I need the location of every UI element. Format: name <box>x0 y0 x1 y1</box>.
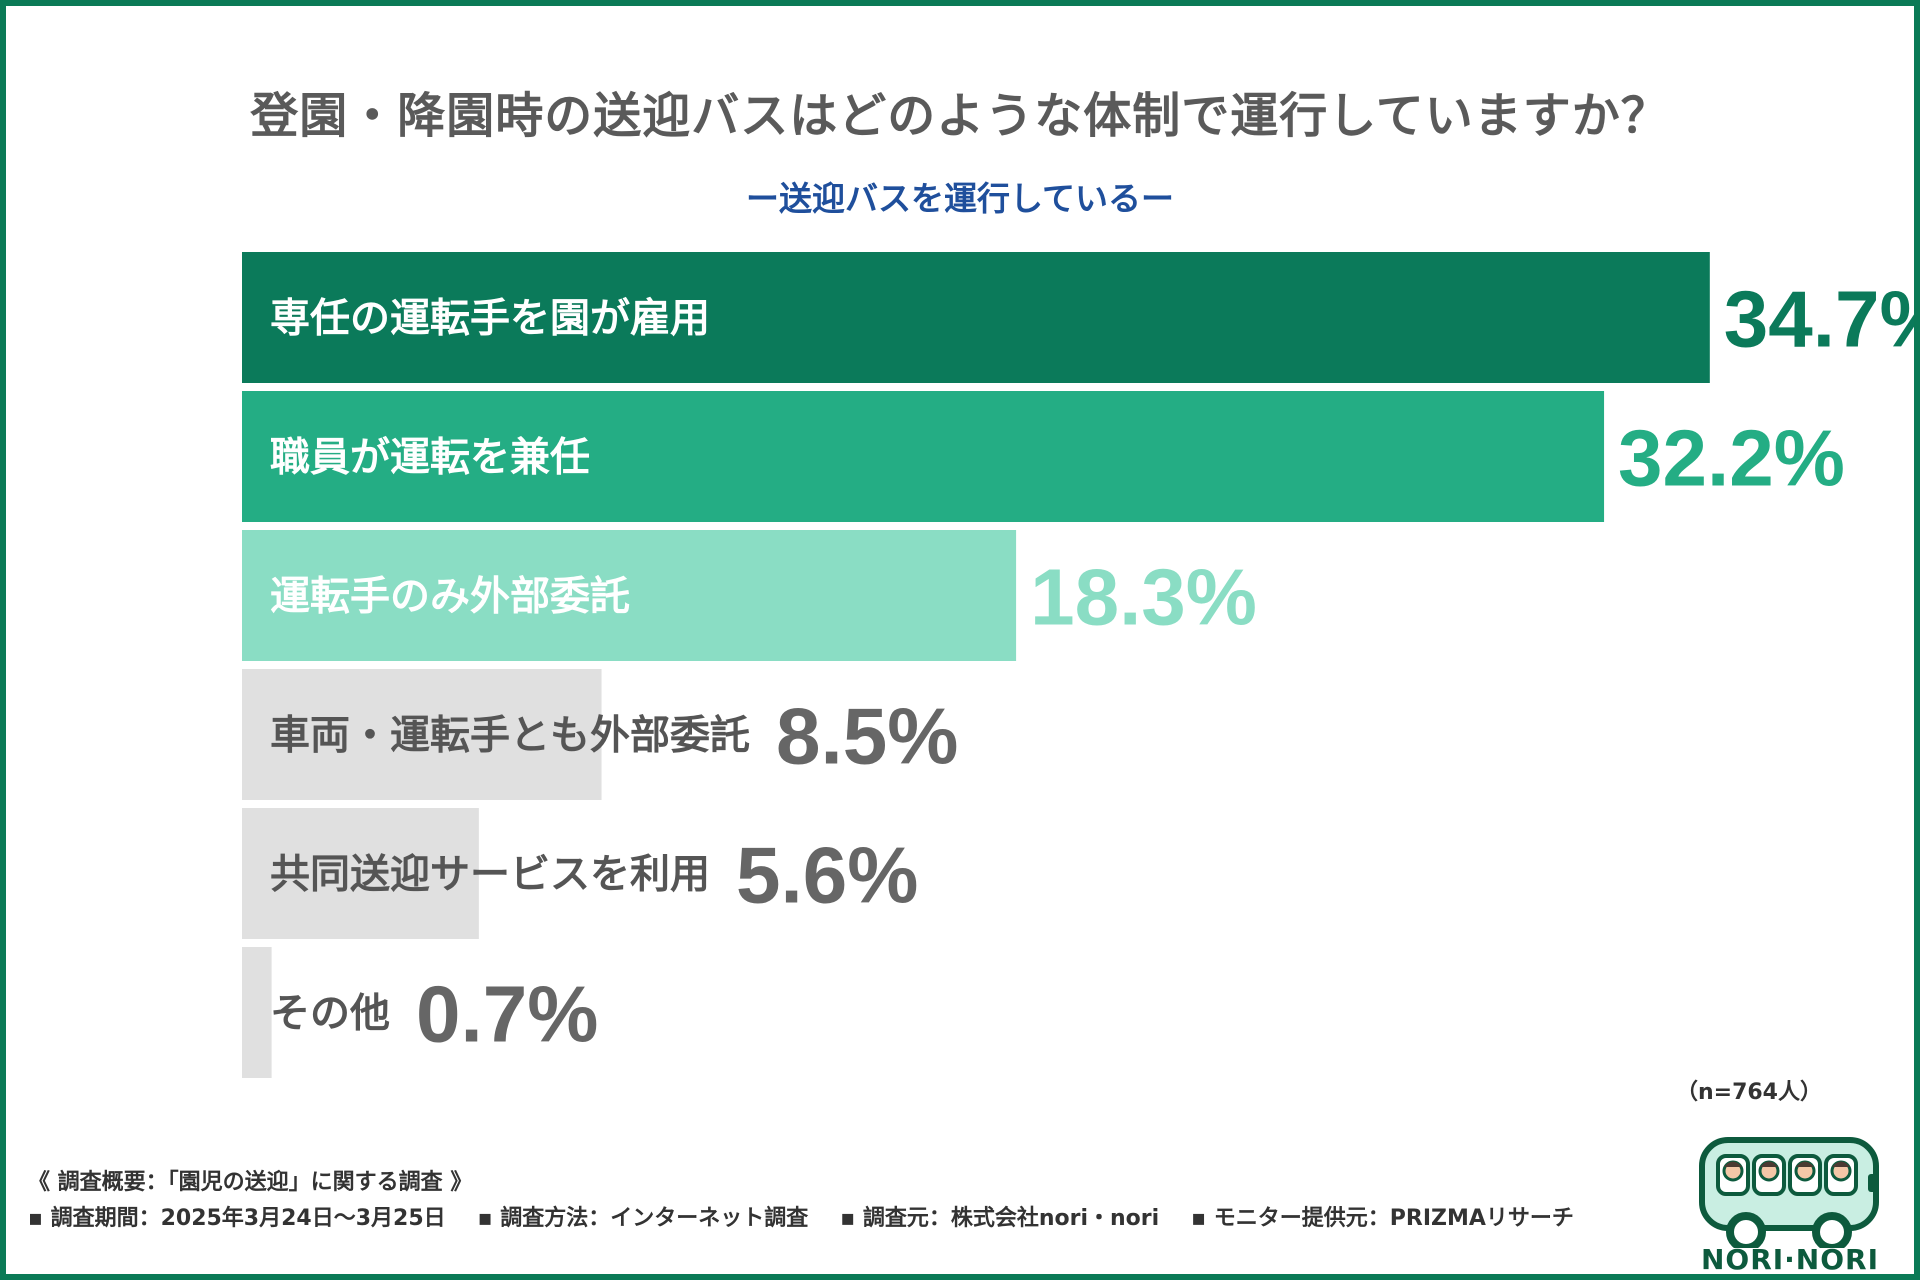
value-label-0: 34.7% <box>1724 275 1920 364</box>
value-label-1: 32.2% <box>1618 414 1845 503</box>
survey-title: 《 調査概要：「園児の送迎」に関する調査 》 <box>28 1170 473 1195</box>
survey-organization: 調査元：株式会社nori・nori <box>840 1200 1159 1232</box>
school-bus-icon <box>1699 1137 1879 1248</box>
bar-label-3: 車両・運転手とも外部委託 <box>270 713 750 759</box>
bar-label-2: 運転手のみ外部委託 <box>270 574 630 620</box>
bar-label-4: 共同送迎サービスを利用 <box>270 852 710 898</box>
value-label-2: 18.3% <box>1030 553 1257 642</box>
survey-meta: 調査期間：2025年3月24日〜3月25日 調査方法：インターネット調査 調査元… <box>28 1200 1574 1232</box>
nori-nori-logo: NORI·NORI <box>1694 1116 1886 1276</box>
bar-label-0: 専任の運転手を園が雇用 <box>270 296 710 342</box>
sample-size: （n=764人） <box>1675 1080 1822 1105</box>
value-label-4: 5.6% <box>736 831 918 920</box>
chart-title: 登園・降園時の送迎バスはどのような体制で運行していますか？ <box>250 88 1670 144</box>
bar-3 <box>242 669 602 800</box>
bar-label-5: その他 <box>270 991 390 1037</box>
chart-subtitle: ー送迎バスを運行しているー <box>745 179 1174 218</box>
bar-2 <box>242 530 1017 661</box>
bar-5 <box>242 947 272 1078</box>
bar-4 <box>242 808 479 939</box>
bar-label-1: 職員が運転を兼任 <box>270 435 590 481</box>
logo-text: NORI·NORI <box>1700 1243 1880 1276</box>
bar-0 <box>242 252 1710 383</box>
value-label-5: 0.7% <box>416 970 598 1059</box>
bar-chart: 専任の運転手を園が雇用 34.7% 職員が運転を兼任 32.2% 運転手のみ外部委託 18… <box>242 252 1920 1078</box>
monitor-provider: モニター提供元：PRIZMAリサーチ <box>1191 1200 1574 1232</box>
bar-1 <box>242 391 1605 522</box>
survey-method: 調査方法：インターネット調査 <box>478 1200 808 1232</box>
value-label-3: 8.5% <box>776 692 958 781</box>
survey-period: 調査期間：2025年3月24日〜3月25日 <box>28 1200 446 1232</box>
